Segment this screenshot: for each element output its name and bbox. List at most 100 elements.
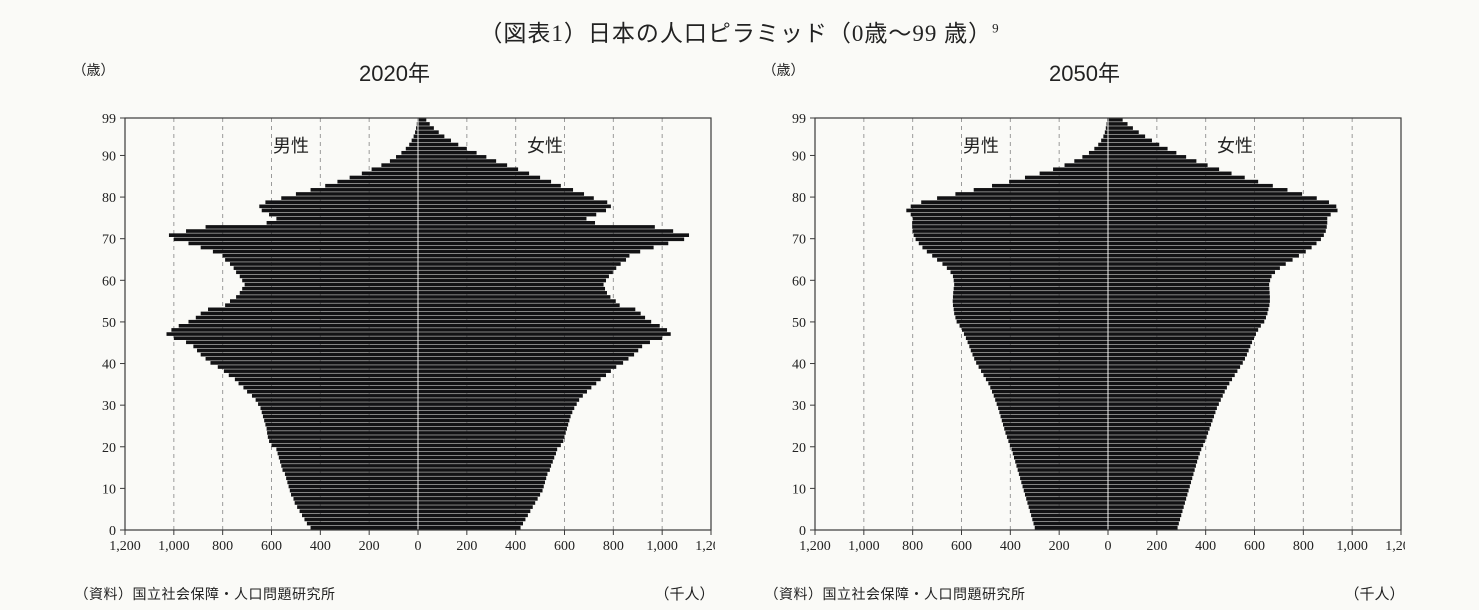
legend-male: 男性 (273, 136, 309, 156)
bar-female (418, 196, 594, 200)
bar-female (418, 460, 553, 464)
legend-male: 男性 (963, 136, 999, 156)
bar-female (1108, 497, 1186, 501)
bar-female (418, 345, 642, 349)
bar-male (293, 497, 418, 501)
bar-male (239, 275, 417, 279)
figure-title-text: （図表1）日本の人口ピラミッド（0歳～99 歳） (479, 21, 992, 46)
bar-male (983, 373, 1108, 377)
bar-male (188, 242, 418, 246)
bar-female (1108, 134, 1145, 138)
y-tick-label: 60 (102, 274, 116, 289)
bar-female (1108, 431, 1208, 435)
bar-female (1108, 390, 1225, 394)
x-tick-label: 400 (999, 539, 1020, 554)
bar-female (1108, 353, 1247, 357)
bar-male (1006, 435, 1107, 439)
bar-female (418, 229, 673, 233)
y-tick-label: 0 (109, 524, 116, 539)
bar-female (418, 139, 451, 143)
bar-female (418, 312, 641, 316)
bar-male (238, 382, 417, 386)
bar-female (418, 176, 540, 180)
bar-female (1108, 159, 1196, 163)
bar-male (233, 266, 417, 270)
bar-male (990, 386, 1108, 390)
bar-female (418, 390, 587, 394)
bar-female (418, 361, 623, 365)
bar-female (1108, 448, 1201, 452)
bar-male (266, 427, 417, 431)
y-tick-label: 70 (102, 233, 116, 248)
bar-male (1032, 518, 1108, 522)
bar-male (972, 353, 1108, 357)
bar-female (418, 217, 586, 221)
bar-female (1108, 233, 1324, 237)
bar-male (910, 205, 1107, 209)
bar-female (1108, 242, 1317, 246)
panels-container: 2020年（歳）0102030405060708090991,2001,0008… (0, 56, 1479, 560)
bar-female (1108, 275, 1272, 279)
bar-male (1011, 448, 1107, 452)
bar-female (418, 237, 684, 241)
bar-male (261, 209, 417, 213)
bar-male (242, 287, 418, 291)
bar-male (295, 192, 417, 196)
bar-female (418, 258, 626, 262)
source-text: （資料）国立社会保障・人口問題研究所 (75, 584, 336, 604)
bar-female (418, 324, 660, 328)
bar-female (418, 295, 610, 299)
bar-female (418, 279, 606, 283)
bar-female (1108, 122, 1128, 126)
bar-male (217, 365, 417, 369)
y-axis-unit: （歳） (763, 60, 805, 80)
bar-male (349, 176, 417, 180)
y-tick-label: 80 (792, 191, 806, 206)
x-tick-label: 200 (1048, 539, 1069, 554)
x-tick-label: 1,200 (109, 539, 141, 554)
bar-female (418, 357, 628, 361)
bar-male (299, 509, 417, 513)
bar-male (1026, 497, 1108, 501)
bar-female (418, 456, 554, 460)
bar-male (1020, 476, 1108, 480)
bar-male (1022, 485, 1107, 489)
bar-female (1108, 291, 1270, 295)
bar-female (1108, 522, 1179, 526)
bar-male (223, 369, 417, 373)
x-tick-label: 600 (951, 539, 972, 554)
bar-female (418, 522, 523, 526)
bar-male (259, 205, 418, 209)
bar-female (1108, 427, 1210, 431)
figure-footnote: 9 (992, 20, 1000, 35)
bar-male (265, 423, 418, 427)
panel-0: 2020年（歳）0102030405060708090991,2001,0008… (75, 56, 715, 560)
bar-female (1108, 476, 1192, 480)
bar-male (269, 213, 418, 217)
x-tick-label: 800 (1292, 539, 1313, 554)
x-tick-label: 1,200 (799, 539, 831, 554)
bar-female (1108, 213, 1331, 217)
bar-male (225, 303, 418, 307)
bar-female (418, 472, 547, 476)
bar-male (952, 299, 1107, 303)
bar-female (418, 184, 561, 188)
bar-male (953, 279, 1107, 283)
x-tick-label: 600 (1244, 539, 1265, 554)
x-tick-label: 1,200 (1385, 539, 1405, 554)
bar-male (242, 279, 418, 283)
y-tick-label: 0 (799, 524, 806, 539)
bar-male (1029, 509, 1107, 513)
y-tick-label: 40 (792, 358, 806, 373)
bar-female (1108, 130, 1139, 134)
bar-male (1024, 493, 1107, 497)
bar-male (912, 217, 1107, 221)
bar-female (418, 452, 556, 456)
bar-female (418, 308, 635, 312)
bar-male (913, 233, 1107, 237)
bar-male (251, 394, 417, 398)
bar-female (1108, 126, 1133, 130)
bar-male (389, 159, 417, 163)
bar-male (267, 431, 418, 435)
bar-female (418, 188, 573, 192)
